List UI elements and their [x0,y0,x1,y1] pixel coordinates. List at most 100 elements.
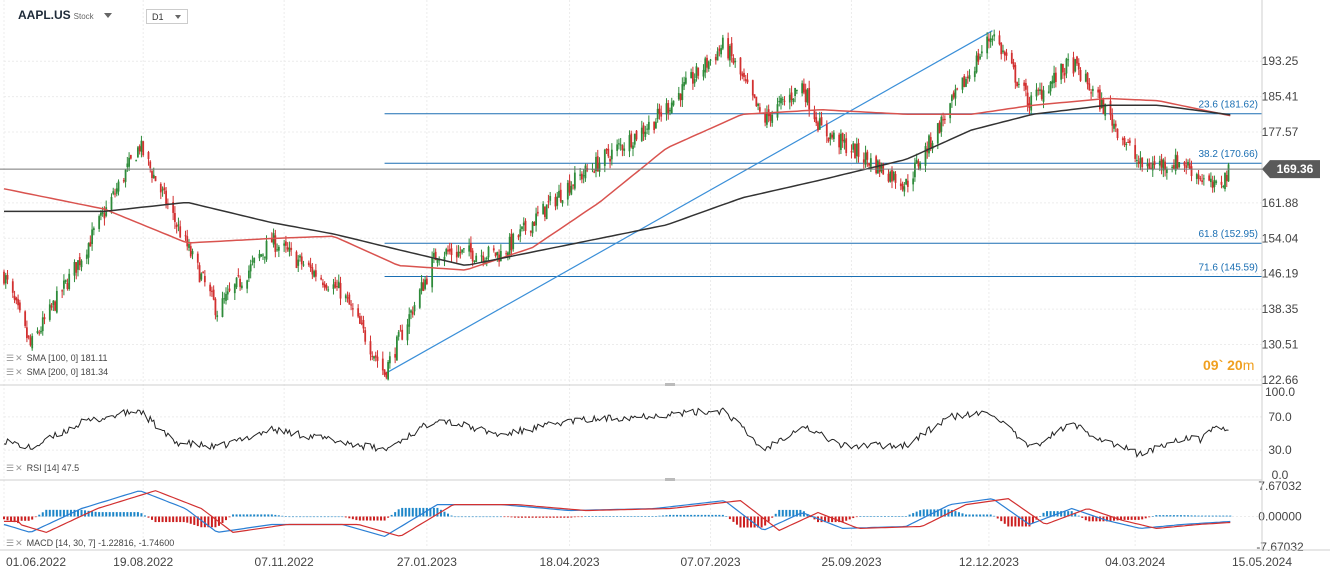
rsi-tick-label: 0.0 [1272,468,1289,482]
instrument-header[interactable]: AAPL.US Stock [18,8,112,22]
macd-histogram-bar [1130,516,1133,520]
macd-histogram-bar [538,516,541,518]
candle-body [203,275,206,283]
candle-body [112,191,115,194]
candle-body [309,264,312,268]
macd-histogram-bar [820,516,823,523]
candle-body [593,171,596,173]
candle-body [924,146,927,166]
legend-macd[interactable]: ☰✕ MACD [14, 30, 7] -1.22816, -1.74600 [6,538,174,549]
rsi-tick-label: 100.0 [1265,385,1295,399]
candle-body [986,36,989,54]
candle-body [11,281,14,293]
candle-body [457,251,460,257]
candle-body [18,302,21,311]
macd-histogram-bar [316,516,319,518]
candle-body [803,83,805,93]
candle-body [459,251,462,254]
legend-sma100[interactable]: ☰✕ SMA [100, 0] 181.11 [6,353,108,364]
macd-histogram-bar [584,516,587,517]
macd-histogram-bar [147,516,150,518]
candle-body [184,235,187,237]
candle-body [1139,158,1142,164]
candle-body [646,128,648,130]
candle-body [480,255,483,257]
candle-body [632,145,634,150]
candle-body [979,56,981,59]
macd-histogram-bar [122,512,125,517]
last-price-label: 169.36 [1277,162,1314,176]
trend-line[interactable] [384,30,993,375]
candle-body [692,72,694,84]
macd-histogram-bar [672,514,675,517]
candle-body [54,301,56,311]
candle-body [1072,57,1075,74]
candle-body [566,182,569,200]
macd-histogram-bar [626,516,629,517]
candle-body [399,330,402,332]
candle-body [351,308,354,310]
settings-close-icon[interactable]: ☰✕ [6,353,24,363]
settings-close-icon[interactable]: ☰✕ [6,538,24,548]
macd-histogram-bar [750,516,753,528]
candle-body [843,139,846,143]
macd-histogram-bar [545,516,548,518]
macd-histogram-bar [640,516,643,517]
timeframe-select[interactable]: D1 [146,9,188,24]
candle-body [1173,165,1175,169]
candle-body [938,122,941,134]
macd-histogram-bar [489,516,492,518]
price-tick-label: 177.57 [1262,125,1299,139]
candle-body [535,213,537,226]
macd-histogram-bar [831,516,834,523]
candle-body [48,304,51,320]
macd-histogram-bar [397,509,400,517]
macd-histogram-bar [707,514,710,517]
candle-body [1077,63,1080,70]
candle-body [568,180,571,193]
candle-body [1136,159,1138,161]
legend-macd-text: MACD [14, 30, 7] -1.22816, -1.74600 [26,538,175,548]
chevron-down-icon [175,15,181,19]
candle-body [716,51,719,61]
candle-body [1224,172,1226,190]
candle-body [1037,89,1040,91]
macd-histogram-bar [447,513,449,517]
settings-close-icon[interactable]: ☰✕ [6,367,24,377]
macd-histogram-bar [302,516,305,518]
candlesticks [3,29,1230,381]
candle-body [507,252,509,257]
macd-histogram-bar [1021,516,1024,527]
legend-sma200[interactable]: ☰✕ SMA [200, 0] 181.34 [6,367,108,378]
candle-body [510,233,513,251]
chevron-down-icon[interactable] [103,13,112,19]
macd-histogram-bar [20,516,23,521]
macd-histogram-bar [161,516,164,523]
macd-histogram-bar [647,516,650,517]
candle-body [940,116,943,132]
candle-body [1014,65,1017,83]
macd-histogram-bar [158,516,161,523]
fibonacci-levels[interactable]: 23.6 (181.62) 38.2 (170.66) 61.8 (152.95) 7… [384,100,1262,277]
candle-body [906,180,909,187]
candle-body [783,100,786,102]
candle-body [1210,178,1212,183]
legend-rsi[interactable]: ☰✕ RSI [14] 47.5 [6,463,79,474]
settings-close-icon[interactable]: ☰✕ [6,463,24,473]
candle-body [323,284,326,288]
candle-body [912,178,915,185]
candle-body [841,133,844,142]
date-label: 19.08.2022 [113,555,173,569]
candle-body [952,92,955,98]
candle-body [286,247,289,250]
candle-body [670,102,673,114]
macd-histogram-bar [365,516,368,521]
macd-histogram-bar [499,516,502,518]
macd-histogram-bar [277,515,280,517]
candle-body [961,77,964,90]
candle-body [1202,178,1205,180]
candle-body [635,130,638,140]
macd-histogram-bar [781,509,784,517]
